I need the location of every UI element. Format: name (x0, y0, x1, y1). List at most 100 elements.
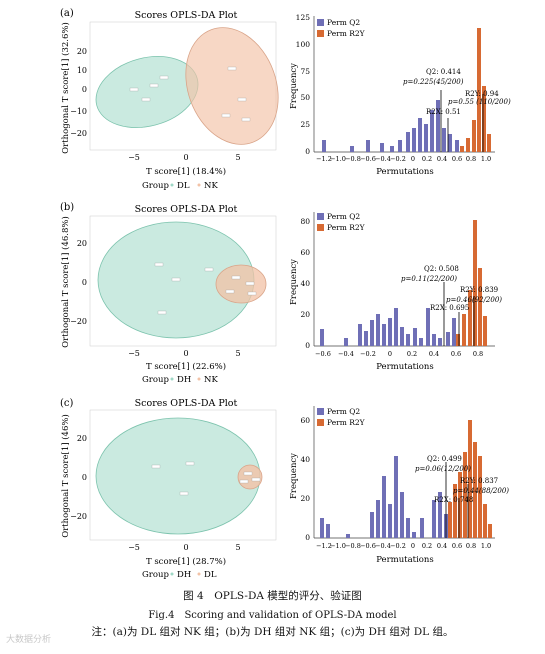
scores-xticks: −5 0 5 (128, 349, 240, 358)
svg-text:R2Y: 0.839: R2Y: 0.839 (460, 286, 498, 294)
svg-text:0: 0 (411, 155, 415, 163)
scores-ylabel: Orthogonal T score[1] (46.8%) (60, 216, 71, 348)
svg-text:NK: NK (204, 181, 218, 191)
svg-text:−0.2: −0.2 (360, 350, 376, 358)
perm-annotations: Q2: 0.414 p=0.225(45/200) R2X: 0.51 R2Y:… (403, 68, 511, 116)
svg-text:Perm R2Y: Perm R2Y (327, 223, 366, 232)
figure-caption-en: Fig.4 Scoring and validation of OPLS-DA … (148, 610, 397, 621)
svg-text:0: 0 (411, 542, 415, 550)
svg-text:0.6: 0.6 (452, 542, 462, 550)
svg-text:−1.0: −1.0 (330, 155, 346, 163)
perm-legend: Perm Q2 Perm R2Y (317, 18, 366, 38)
svg-text:R2Y: 0.94: R2Y: 0.94 (465, 90, 499, 98)
perm-xticks: −0.6 −0.4 −0.2 0 0.2 0.4 0.6 0.8 (315, 350, 483, 358)
scores-title: Scores OPLS-DA Plot (135, 398, 238, 409)
perm-xlabel: Permutations (376, 555, 434, 565)
svg-text:p=0.44(88/200): p=0.44(88/200) (453, 487, 509, 495)
perm-q2-bars (320, 456, 448, 538)
svg-text:0.2: 0.2 (422, 542, 432, 550)
sample-labels (154, 262, 257, 315)
svg-text:60: 60 (300, 416, 310, 425)
svg-text:50: 50 (300, 93, 310, 102)
svg-text:0: 0 (82, 85, 87, 94)
svg-text:60: 60 (300, 248, 310, 257)
perm-ylabel: Frequency (289, 63, 299, 109)
svg-text:40: 40 (300, 455, 310, 464)
perm-legend: Perm Q2 Perm R2Y (317, 407, 366, 427)
sample-labels (129, 66, 251, 122)
svg-text:0: 0 (305, 147, 310, 156)
svg-text:Group: Group (142, 375, 169, 385)
svg-text:−10: −10 (70, 107, 87, 116)
svg-text:NK: NK (204, 375, 218, 385)
svg-text:25: 25 (300, 120, 310, 129)
svg-text:0: 0 (183, 543, 188, 552)
perm-ylabel: Frequency (289, 259, 299, 305)
scores-ylabel: Orthogonal T score[1] (32.6%) (60, 22, 71, 154)
svg-text:p=0.55 (110/200): p=0.55 (110/200) (448, 98, 511, 106)
svg-text:−0.4: −0.4 (375, 542, 391, 550)
svg-text:1.0: 1.0 (481, 155, 491, 163)
svg-text:R2X: 0.695: R2X: 0.695 (430, 304, 469, 312)
ellipse-group-2 (237, 464, 263, 490)
scores-legend: Group DH DL (142, 570, 217, 580)
svg-text:Perm R2Y: Perm R2Y (327, 29, 366, 38)
panel-label: (a) (60, 8, 74, 19)
panel-c: (c) Scores OPLS-DA Plot 20 0 −20 −5 0 5 … (0, 392, 545, 587)
svg-text:20: 20 (300, 494, 310, 503)
svg-text:0.2: 0.2 (407, 350, 417, 358)
svg-text:5: 5 (235, 349, 240, 358)
scores-xticks: −5 0 5 (128, 153, 240, 162)
svg-text:Perm Q2: Perm Q2 (327, 18, 360, 27)
svg-text:75: 75 (300, 67, 310, 76)
svg-text:5: 5 (235, 543, 240, 552)
svg-text:−0.6: −0.6 (360, 155, 376, 163)
svg-text:−0.2: −0.2 (390, 155, 406, 163)
svg-text:−0.4: −0.4 (375, 155, 391, 163)
svg-text:0: 0 (183, 153, 188, 162)
svg-text:−5: −5 (128, 543, 140, 552)
svg-text:−0.8: −0.8 (345, 542, 361, 550)
svg-text:80: 80 (300, 217, 310, 226)
svg-text:−0.8: −0.8 (345, 155, 361, 163)
svg-text:−1.2: −1.2 (316, 542, 332, 550)
scores-title: Scores OPLS-DA Plot (135, 10, 238, 21)
svg-text:Perm R2Y: Perm R2Y (327, 418, 366, 427)
sample-labels (151, 461, 261, 496)
svg-text:Q2: 0.414: Q2: 0.414 (426, 68, 461, 76)
svg-text:0.4: 0.4 (437, 155, 447, 163)
scores-yticks: 20 10 0 −10 −20 (70, 47, 87, 138)
svg-text:R2X: 0.51: R2X: 0.51 (426, 108, 461, 116)
scores-frame (89, 215, 277, 347)
svg-text:0: 0 (183, 349, 188, 358)
svg-text:p=0.46(92/200): p=0.46(92/200) (446, 296, 502, 304)
panel-a: (a) Scores OPLS-DA Plot 20 10 0 −10 −20 … (0, 0, 545, 195)
svg-text:Perm Q2: Perm Q2 (327, 212, 360, 221)
panel-c-figure: (c) Scores OPLS-DA Plot 20 0 −20 −5 0 5 … (60, 398, 509, 580)
perm-annotations: Q2: 0.499 p=0.06(12/200) R2X: 0.748 R2Y:… (415, 455, 509, 504)
svg-text:−0.6: −0.6 (315, 350, 331, 358)
perm-xlabel: Permutations (376, 167, 434, 177)
svg-text:0: 0 (82, 278, 87, 287)
svg-text:p=0.06(12/200): p=0.06(12/200) (415, 465, 471, 473)
svg-text:Q2: 0.508: Q2: 0.508 (424, 265, 459, 273)
svg-text:1.0: 1.0 (481, 542, 491, 550)
perm-r2y-bars (448, 420, 492, 538)
scores-xlabel: T score[1] (28.7%) (146, 556, 226, 567)
panel-b-figure: (b) Scores OPLS-DA Plot 20 0 −20 −5 0 5 … (60, 202, 502, 385)
svg-text:R2X: 0.748: R2X: 0.748 (434, 496, 473, 504)
panel-b: (b) Scores OPLS-DA Plot 20 0 −20 −5 0 5 … (0, 196, 545, 391)
panel-label: (b) (60, 202, 74, 213)
svg-text:Group: Group (142, 181, 169, 191)
perm-annotations: Q2: 0.508 p=0.11(22/200) R2X: 0.695 R2Y:… (401, 265, 502, 312)
svg-text:0.6: 0.6 (452, 155, 462, 163)
svg-text:20: 20 (77, 434, 87, 443)
figure-note: 注：(a)为 DL 组对 NK 组；(b)为 DH 组对 NK 组；(c)为 D… (91, 626, 454, 638)
svg-text:−20: −20 (70, 512, 87, 521)
scores-legend: Group DL NK (142, 181, 218, 191)
svg-text:10: 10 (77, 66, 87, 75)
scores-xlabel: T score[1] (22.6%) (146, 361, 226, 372)
perm-threshold-lines (445, 462, 469, 538)
svg-text:−5: −5 (128, 349, 140, 358)
perm-ylabel: Frequency (289, 453, 299, 499)
